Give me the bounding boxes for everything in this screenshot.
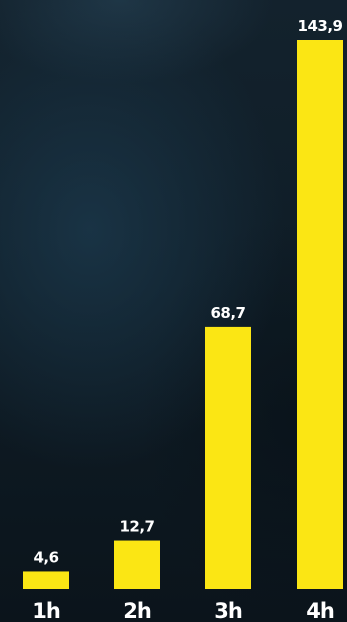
bar-3h — [205, 326, 251, 589]
category-label-1h: 1h — [32, 599, 60, 622]
category-label-2h: 2h — [123, 599, 151, 622]
bar-2h — [114, 540, 160, 589]
bar-4h — [297, 40, 343, 589]
category-label-3h: 3h — [214, 599, 242, 622]
bars-group — [23, 40, 343, 589]
category-label-4h: 4h — [306, 599, 334, 622]
value-label-3h: 68,7 — [210, 304, 245, 322]
value-label-4h: 143,9 — [298, 17, 343, 35]
bar-1h — [23, 571, 69, 589]
value-label-1h: 4,6 — [33, 548, 58, 566]
value-label-2h: 12,7 — [119, 518, 154, 536]
category-labels-group: 1h 2h 3h 4h — [32, 599, 335, 622]
value-labels-group: 4,6 12,7 68,7 143,9 — [33, 17, 343, 566]
